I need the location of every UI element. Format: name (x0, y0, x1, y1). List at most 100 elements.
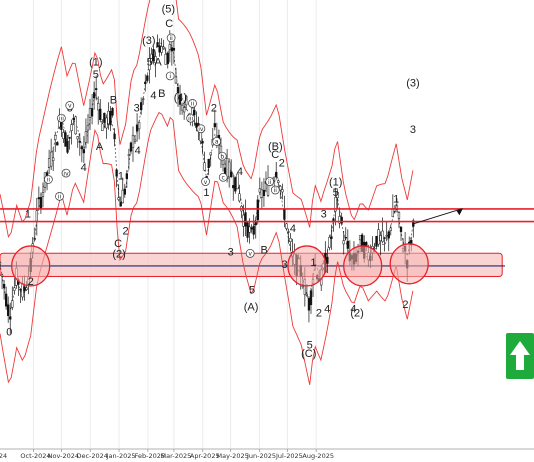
candle (56, 141, 59, 146)
circled-label-text: iv (198, 126, 204, 133)
candle-body (39, 197, 43, 209)
candle-body (41, 192, 45, 197)
candle-body (33, 238, 36, 240)
label-circle (165, 71, 175, 81)
candle-body (105, 117, 108, 129)
candle-body (82, 149, 86, 154)
candle (230, 159, 233, 179)
candle-body (248, 226, 251, 233)
circled-wave-label: iii (57, 113, 66, 123)
wave-label: 2 (316, 308, 322, 320)
candle-body (84, 131, 88, 143)
candle-body (387, 231, 390, 239)
candle (172, 39, 176, 64)
candle-body (330, 236, 333, 239)
candle (287, 228, 290, 244)
candle-body (201, 141, 204, 144)
candle (125, 170, 129, 188)
candle-body (90, 108, 94, 117)
wave-label: (4) (174, 92, 187, 104)
candle (107, 102, 110, 130)
x-tick-label: Dec-2024 (76, 452, 107, 460)
candle-body (164, 53, 167, 65)
candle-body (213, 123, 216, 128)
wave-label: A (154, 56, 162, 68)
wave-label: (A) (244, 301, 259, 313)
candle (174, 67, 178, 84)
candle-body (182, 107, 186, 113)
circled-wave-label: v (245, 249, 255, 258)
candle-body (281, 189, 284, 193)
wave-label: 5 (249, 284, 255, 296)
candle (0, 260, 2, 268)
candle-body (209, 152, 212, 156)
candle-body (277, 180, 280, 183)
candle (262, 178, 266, 207)
candle-body (334, 197, 337, 212)
bollinger-upper (0, 0, 414, 238)
candle (342, 231, 345, 255)
candle-body (123, 188, 126, 195)
candle (101, 119, 104, 132)
candle-body (2, 283, 6, 289)
wave-label: 4 (290, 223, 296, 235)
wave-label: 3 (410, 124, 416, 136)
circled-wave-label: ii (166, 33, 176, 43)
candle-body (23, 286, 26, 292)
wave-label: B (110, 94, 117, 106)
candle-body (250, 227, 253, 230)
candle (140, 97, 143, 115)
candle-body (228, 161, 231, 178)
wave-labels: 021345(1)BA12C(2)345(3)A4BC(5)(4)2143B5(… (6, 3, 419, 359)
candle (47, 149, 51, 175)
circled-wave-label: ii (270, 185, 280, 195)
candle-body (103, 112, 106, 123)
label-circle (188, 99, 197, 108)
candle-body (207, 158, 210, 168)
candle (68, 136, 71, 150)
wave-label: 4 (150, 90, 156, 102)
candle (207, 158, 210, 176)
candle (35, 197, 38, 236)
candle (203, 151, 206, 172)
circled-label-text: ii (47, 177, 51, 184)
candle-body (230, 171, 233, 177)
candle (19, 288, 22, 304)
wave-label: 2 (279, 158, 285, 170)
candle (115, 168, 118, 188)
x-tick-label: Jul-2025 (275, 452, 303, 460)
candle-body (408, 241, 411, 244)
candle (244, 199, 247, 237)
candle-body (11, 300, 14, 308)
x-tick-label: Nov-2024 (48, 452, 79, 460)
candle (166, 51, 169, 69)
x-tick-label: Aug-2025 (302, 452, 334, 460)
projection-line (413, 208, 462, 225)
wave-label: (2) (350, 308, 363, 320)
candle-body (279, 185, 282, 191)
candle (11, 286, 14, 311)
candle-body (137, 122, 141, 130)
x-tick-label: Apr-2025 (190, 452, 220, 460)
label-circle (218, 172, 228, 182)
candle (154, 51, 157, 78)
arrow-glyph (510, 341, 530, 370)
candle-body (115, 169, 118, 177)
candle (135, 113, 139, 142)
candle-body (305, 293, 309, 296)
circled-label-text: c (222, 175, 225, 182)
candle (185, 94, 188, 111)
candle (111, 107, 114, 118)
candle-body (326, 256, 329, 264)
candle-body (0, 274, 4, 277)
candle (133, 135, 137, 144)
candle (275, 161, 278, 180)
circled-label-text: iii (59, 115, 64, 122)
wave-label: (5) (162, 3, 175, 15)
candle (250, 224, 253, 232)
highlight-circles (11, 243, 429, 287)
circled-label-text: v (204, 179, 208, 186)
highlight-circle (343, 245, 383, 287)
candle-body (178, 94, 182, 105)
candle-body (232, 185, 235, 189)
